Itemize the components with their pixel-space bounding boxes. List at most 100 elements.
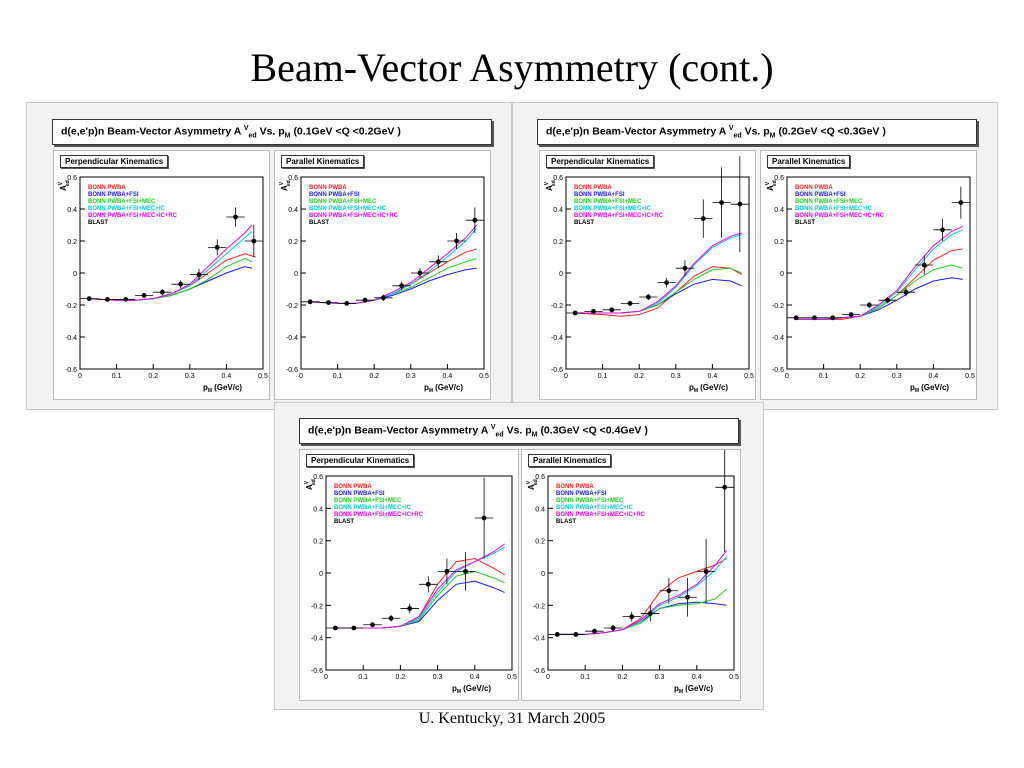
y-axis-label-sup: V [765, 181, 771, 185]
data-point [812, 315, 817, 321]
data-point [233, 214, 238, 220]
x-axis-label-sub: M [694, 388, 698, 394]
y-tick-label: 0.4 [67, 207, 77, 214]
panel-title-main: d(e,e'p)n Beam-Vector Asymmetry A [308, 424, 488, 437]
legend-entry: BONN PWBA [795, 185, 833, 191]
legend-entry: BONN PWBA+FSI+MEC+IC+RC [334, 512, 424, 518]
panel-title-main: d(e,e'p)n Beam-Vector Asymmetry A [546, 125, 726, 138]
y-axis-label-sup: V [544, 181, 550, 185]
y-tick-label: -0.6 [286, 367, 298, 374]
kinematics-label: Perpendicular Kinematics [546, 155, 655, 168]
legend-entry: BONN PWBA [309, 185, 347, 191]
kinematics-label: Parallel Kinematics [281, 155, 365, 168]
y-tick-label: 0 [541, 571, 545, 578]
series-line [308, 224, 478, 304]
legend-entry: BONN PWBA [556, 484, 594, 490]
legend-entry: BONN PWBA+FSI+MEC+IC [88, 206, 166, 212]
panel-title-3: d(e,e'p)n Beam-Vector Asymmetry A Ved Vs… [299, 418, 739, 444]
legend-entry: BONN PWBA+FSI+MEC+IC [334, 505, 412, 511]
y-axis-label-sup: V [58, 181, 64, 185]
y-tick-label: 0.2 [313, 539, 323, 546]
series-line [333, 543, 505, 629]
legend-entry: BONN PWBA+FSI+MEC [334, 498, 402, 504]
legend-entry: BLAST [334, 519, 354, 525]
data-point [380, 295, 386, 301]
data-point [830, 315, 836, 321]
y-tick-label: 0 [294, 271, 298, 278]
data-point [454, 238, 459, 244]
legend-entry: BONN PWBA+FSI+MEC [556, 498, 624, 504]
data-point [105, 297, 110, 302]
plot-svg: -0.6 -0.4 -0.2 0 0.2 0.4 0.6 0 0.1 0.2 0.3 0.4 0.5 AV… [279, 175, 489, 394]
x-tick-label: 0.3 [433, 674, 443, 681]
data-point [178, 281, 184, 287]
data-point [848, 312, 854, 317]
y-tick-label: -0.6 [551, 367, 563, 374]
y-tick-label: 0.2 [67, 239, 77, 246]
data-point [629, 614, 635, 620]
y-tick-label: 0.2 [774, 239, 784, 246]
title-vs: Vs. p [506, 424, 532, 437]
x-tick-label: 0.2 [396, 674, 406, 681]
data-point [940, 227, 945, 233]
data-point [435, 259, 441, 265]
title-sup: V [490, 424, 496, 431]
y-tick-label: 0 [559, 271, 563, 278]
series-line [87, 266, 253, 301]
plot-svg: -0.6 -0.4 -0.2 0 0.2 0.4 0.6 0 0.1 0.2 0.3 0.4 0.5 AV… [58, 175, 268, 394]
y-axis-label-sup: V [526, 480, 532, 484]
x-tick-label: 0.1 [598, 373, 608, 380]
legend-entry: BONN PWBA+FSI [574, 192, 625, 198]
subplot-perpendicular-1: Perpendicular Kinematics -0.6 -0.4 -0.2 0 0.… [53, 150, 270, 400]
x-tick-label: 0 [785, 373, 789, 380]
y-tick-label: 0.4 [535, 506, 545, 513]
data-point [351, 625, 357, 631]
x-tick-label: 0.5 [479, 373, 489, 380]
title-sub: ed [733, 132, 742, 140]
data-point [737, 201, 743, 207]
data-point [388, 615, 394, 621]
title-vs: Vs. p [259, 125, 285, 138]
x-tick-label: 0 [546, 674, 550, 681]
series-line [87, 224, 253, 301]
panel-title-1: d(e,e'p)n Beam-Vector Asymmetry A Ved Vs… [52, 119, 492, 145]
legend-entry: BONN PWBA+FSI+MEC+IC+RC [556, 512, 646, 518]
title-sup: V [243, 125, 249, 132]
x-tick-label: 0.5 [258, 373, 268, 380]
panel-title-2: d(e,e'p)n Beam-Vector Asymmetry A Ved Vs… [537, 119, 977, 145]
panel-title-main: d(e,e'p)n Beam-Vector Asymmetry A [61, 125, 241, 138]
title-range: (0.3GeV <Q <0.4GeV ) [540, 424, 648, 437]
legend-entry: BONN PWBA+FSI+MEC+IC [309, 206, 387, 212]
y-axis-label: AVed [279, 180, 292, 191]
x-tick-label: 0.4 [708, 373, 718, 380]
y-tick-label: -0.2 [551, 303, 563, 310]
y-axis-label: AVed [544, 180, 557, 191]
legend-entry: BLAST [556, 519, 576, 525]
data-point [591, 309, 596, 314]
plot-svg: -0.6 -0.4 -0.2 0 0.2 0.4 0.6 0 0.1 0.2 0.3 0.4 0.5 AV… [544, 156, 754, 394]
data-point [481, 515, 487, 521]
legend-entry: BONN PWBA+FSI [334, 491, 385, 497]
x-tick-label: 0.3 [185, 373, 195, 380]
title-msub: M [531, 431, 538, 439]
legend-entry: BONN PWBA [334, 484, 372, 490]
legend-entry: BONN PWBA+FSI+MEC+IC+RC [795, 213, 885, 219]
x-tick-label: 0.3 [406, 373, 416, 380]
y-tick-label: -0.2 [311, 603, 323, 610]
legend-entry: BONN PWBA+FSI [795, 192, 846, 198]
y-tick-label: 0.2 [553, 239, 563, 246]
legend-entry: BONN PWBA+FSI+MEC [795, 199, 863, 205]
x-axis-label-sub: M [679, 689, 683, 695]
x-axis-label-unit: (GeV/c) [700, 383, 728, 392]
y-tick-label: 0.4 [313, 506, 323, 513]
subplot-parallel-3: Parallel Kinematics -0.6 -0.4 -0.2 0 0.2 0.4 0… [521, 422, 741, 701]
x-axis-label-unit: (GeV/c) [435, 383, 463, 392]
legend-entry: BLAST [795, 220, 815, 226]
y-axis-label-sub: ed [65, 180, 71, 186]
y-axis-label-sub: ed [533, 479, 539, 485]
title-range: (0.1GeV <Q <0.2GeV ) [293, 125, 401, 138]
y-tick-label: 0.6 [535, 474, 545, 481]
x-tick-label: 0.4 [470, 674, 480, 681]
x-tick-label: 0.1 [112, 373, 122, 380]
x-axis-label-sub: M [915, 388, 919, 394]
